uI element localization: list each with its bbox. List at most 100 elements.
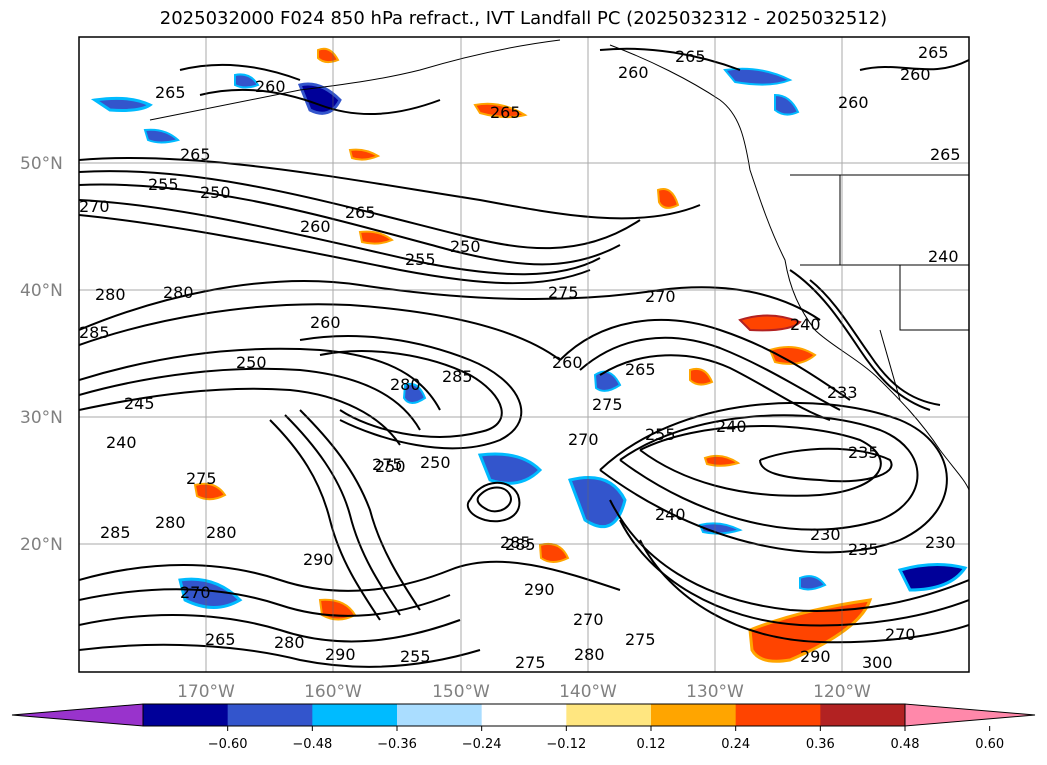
contour-line [619,414,919,531]
contour-label: 290 [800,647,831,666]
contour-label: 265 [675,47,706,66]
contour-label: 280 [206,523,237,542]
contour-line [599,401,948,554]
contour-label: 265 [930,145,961,164]
colorbar-tick-label: −0.36 [377,737,417,752]
shading-patch [90,96,153,112]
contour-label: 265 [205,630,236,649]
contour-line [759,447,893,483]
colorbar-tick-label: −0.48 [292,737,332,752]
contour-label: 270 [573,610,604,629]
contour-label: 250 [450,237,481,256]
contour-label: 260 [300,217,331,236]
contour-label: 285 [505,535,536,554]
shading-patch [348,148,381,161]
contour-line [79,214,591,285]
contour-label: 270 [885,625,916,644]
shading-patch [656,188,680,209]
contour-label: 255 [400,647,431,666]
contour-line [809,279,941,406]
contour-label: 260 [618,63,649,82]
colorbar-tick-label: 0.48 [891,737,920,752]
contour-labels: 265 265 260 265 260 260 265 265 265 260 … [79,43,961,672]
contour-line [79,183,621,266]
shading-patch [774,93,800,116]
colorbar-tick-label: 0.24 [721,737,750,752]
contour-label: 275 [372,455,403,474]
colorbar-segment [312,704,398,726]
longitude-labels: 170°W 160°W 150°W 140°W 130°W 120°W [177,682,871,702]
colorbar-frame [142,703,906,727]
contour-label: 235 [848,443,879,462]
contour-label: 275 [548,283,579,302]
contour-label: 270 [79,197,110,216]
colorbar-tick-label: −0.12 [546,737,586,752]
contour-line [299,409,421,611]
shading-patch [234,73,260,89]
contour-line [79,157,701,220]
contour-label: 280 [95,285,126,304]
plot-area [79,37,969,672]
contour-line [179,63,301,81]
lon-label: 160°W [304,682,362,702]
shading-patch [689,367,714,386]
contour-label: 280 [274,633,305,652]
lat-label: 40°N [20,281,63,301]
colorbar-tick-label: −0.60 [208,737,248,752]
shading-patch [738,314,802,332]
contour-line [599,354,831,421]
contour-label: 265 [155,83,186,102]
state-border [879,329,901,401]
colorbar-segment [227,704,313,726]
contour-label: 275 [625,630,656,649]
contour-line [599,47,741,71]
shading-patch [297,82,342,115]
contour-line [79,560,621,592]
contour-label: 255 [148,175,179,194]
shading-patch [358,230,394,245]
contour-label: 250 [375,457,406,476]
contour-line [79,303,561,361]
contour-label: 250 [420,453,451,472]
contour-label: 245 [124,394,155,413]
lat-label: 50°N [20,154,63,174]
contour-label: 265 [490,103,521,122]
colorbar-segment [143,704,229,726]
contour-label: 270 [568,430,599,449]
contour-label: 280 [155,513,186,532]
contour-line [79,387,401,446]
colorbar-tick-label: −0.24 [462,737,502,752]
contour-line [859,59,969,71]
contour-line [299,335,523,450]
colorbar-segment [735,704,821,726]
contour-label: 260 [838,93,869,112]
colorbar-tick-label: 0.60 [975,737,1004,752]
contour-label: 270 [645,287,676,306]
colorbar-segment [566,704,652,726]
lon-label: 120°W [813,682,871,702]
contour-label: 280 [390,375,421,394]
contour-label: 265 [918,43,949,62]
contour-line [79,614,461,643]
alaska-coast [149,39,561,121]
contour-line [79,367,421,431]
contour-label: 280 [163,283,194,302]
contour-label: 240 [716,417,747,436]
colorbar-extend-min [11,703,144,727]
latitude-labels: 50°N 40°N 30°N 20°N [20,154,63,555]
contour-label: 275 [186,469,217,488]
contour-line [79,347,441,411]
contour-label: 255 [405,250,436,269]
contour-label: 260 [310,313,341,332]
contour-label: 260 [552,353,583,372]
contour-line [559,319,851,401]
map-title: 2025032000 F024 850 hPa refract., IVT La… [159,8,888,29]
shading-patch [703,454,741,467]
coastline-layer [149,39,969,491]
colorbar-tick-label: 0.36 [806,737,835,752]
contour-label: 290 [524,580,555,599]
lon-label: 140°W [559,682,617,702]
contour-label: 270 [180,583,211,602]
contour-label: 230 [810,525,841,544]
